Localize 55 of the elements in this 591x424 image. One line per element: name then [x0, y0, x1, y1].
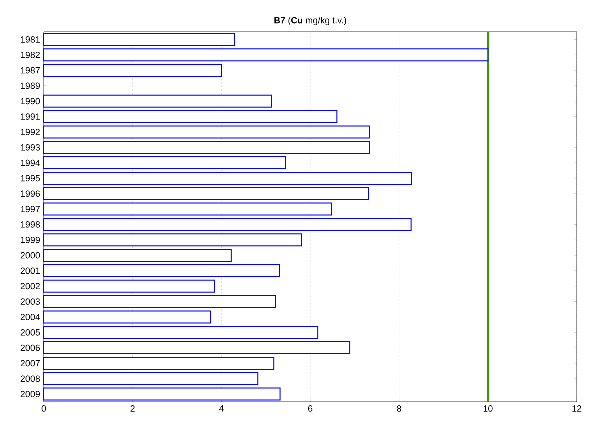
bar: [44, 141, 370, 154]
y-tick-label: 1995: [21, 175, 40, 182]
bar: [44, 187, 370, 200]
bar: [44, 33, 236, 46]
y-tick-label: 2008: [20, 376, 40, 382]
bar: [44, 280, 216, 293]
y-tick-label: 2009: [20, 391, 40, 398]
bar: [44, 249, 232, 262]
y-tick-label: 2006: [20, 344, 40, 352]
x-tick-label: 10: [484, 406, 493, 412]
bar: [44, 310, 212, 324]
y-tick-label: 2004: [20, 314, 40, 320]
bar: [44, 326, 319, 340]
y-tick-label: 1993: [21, 144, 40, 151]
y-tick-label: 1999: [21, 236, 40, 244]
bar: [44, 202, 332, 216]
x-tick-label: 2: [130, 406, 135, 412]
bar: [44, 218, 412, 232]
y-tick-label: 1981: [21, 36, 40, 43]
y-tick-label: 1992: [21, 129, 40, 136]
y-tick-label: 1991: [21, 114, 40, 120]
y-tick-label: 2005: [20, 329, 40, 336]
x-tick-label: 0: [42, 406, 46, 412]
bar: [44, 110, 338, 124]
bar: [44, 126, 370, 139]
y-tick-label: 2001: [20, 268, 40, 274]
y-tick-label: 2003: [20, 298, 40, 305]
y-tick-label: 1997: [21, 206, 40, 212]
x-tick-label: 4: [219, 406, 224, 412]
x-tick-label: 12: [572, 406, 582, 412]
x-tick-label: 6: [308, 406, 313, 412]
bar: [44, 295, 276, 308]
y-tick-label: 1998: [21, 222, 40, 228]
bar: [44, 372, 259, 386]
y-tick-label: 1994: [21, 160, 40, 166]
x-tick-label: 8: [397, 406, 402, 412]
y-tick-label: 1989: [21, 82, 40, 90]
bar: [44, 342, 351, 355]
bar: [44, 94, 272, 108]
y-tick-label: 1987: [21, 67, 40, 74]
y-tick-label: 1990: [21, 98, 40, 105]
bar: [44, 172, 412, 185]
y-tick-label: 2007: [20, 360, 40, 367]
bar: [44, 156, 286, 170]
bar: [44, 234, 302, 247]
chart-title: B7 (Cu mg/kg t.v.): [274, 17, 346, 26]
bar: [44, 388, 281, 401]
bar: [44, 48, 489, 62]
y-tick-label: 2002: [20, 283, 40, 290]
bar: [44, 264, 280, 278]
y-tick-label: 1982: [21, 52, 40, 58]
bar: [44, 64, 222, 78]
bar: [44, 356, 275, 370]
y-tick-label: 1996: [21, 190, 40, 198]
y-tick-label: 2000: [20, 252, 40, 259]
